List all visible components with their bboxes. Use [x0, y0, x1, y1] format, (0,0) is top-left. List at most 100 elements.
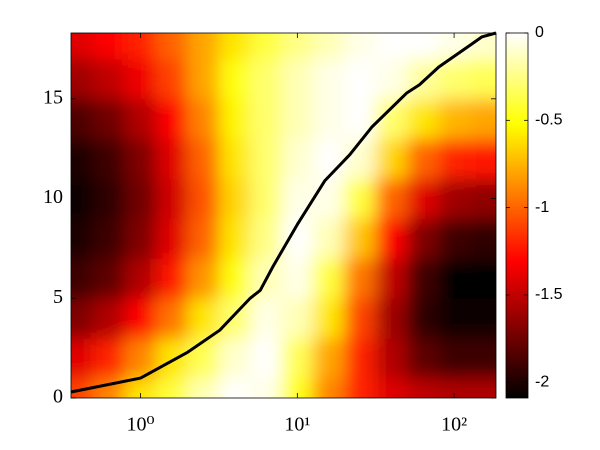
heatmap-cells	[71, 33, 496, 398]
heatmap-cell	[93, 138, 126, 180]
heatmap-cell	[156, 298, 189, 339]
heatmap-cell	[344, 298, 377, 339]
heatmap-cell	[156, 218, 189, 259]
heatmap-cell	[438, 58, 471, 100]
heatmap-cell	[93, 298, 126, 339]
y-tick-label: 5	[53, 286, 63, 308]
colorbar-tick-label: -0.5	[535, 112, 563, 129]
heatmap-cell	[250, 58, 283, 100]
heatmap-cell	[375, 33, 408, 60]
heatmap-area	[71, 33, 496, 398]
heatmap-cell	[469, 378, 496, 398]
heatmap-cell	[156, 258, 189, 299]
heatmap-cell	[218, 138, 251, 180]
heatmap-cell	[156, 338, 189, 379]
heatmap-cell	[93, 58, 126, 100]
heatmap-cell	[218, 338, 251, 379]
heatmap-cell	[344, 138, 377, 180]
heatmap-cell	[344, 58, 377, 100]
y-tick-label: 10	[43, 186, 63, 208]
heatmap-cell	[187, 218, 220, 259]
heatmap-cell	[281, 338, 314, 379]
heatmap-cell	[469, 98, 496, 140]
heatmap-cell	[93, 33, 126, 60]
heatmap-cell	[218, 378, 251, 398]
heatmap-cell	[438, 33, 471, 60]
heatmap-cell	[313, 58, 345, 100]
heatmap-cell	[438, 258, 471, 299]
heatmap-cell	[250, 178, 283, 219]
heatmap-cell	[375, 378, 408, 398]
heatmap-cell	[187, 378, 220, 398]
plot-frame	[70, 32, 497, 399]
heatmap-cell	[375, 58, 408, 100]
heatmap-cell	[281, 33, 314, 60]
heatmap-cell	[375, 138, 408, 180]
heatmap-cell	[93, 178, 126, 219]
heatmap-cell	[124, 218, 157, 259]
heatmap-cell	[313, 138, 345, 180]
heatmap-cell	[313, 218, 345, 259]
heatmap-cell	[218, 218, 251, 259]
heatmap-cell	[313, 98, 345, 140]
y-tick-label: 15	[43, 86, 63, 108]
colorbar-tick-label: -2	[535, 374, 549, 391]
heatmap-cell	[313, 378, 345, 398]
heatmap-cell	[71, 33, 95, 60]
heatmap-cell	[218, 178, 251, 219]
heatmap-cell	[407, 138, 439, 180]
heatmap-cell	[124, 258, 157, 299]
colorbar-tick-label: -1.5	[535, 286, 563, 303]
heatmap-cell	[124, 98, 157, 140]
heatmap-cell	[375, 338, 408, 379]
heatmap-cell	[344, 33, 377, 60]
heatmap-cell	[124, 138, 157, 180]
heatmap-cell	[187, 298, 220, 339]
heatmap-cell	[438, 178, 471, 219]
heatmap-cell	[250, 138, 283, 180]
heatmap-cell	[469, 338, 496, 379]
heatmap-cell	[313, 33, 345, 60]
heatmap-cell	[407, 378, 439, 398]
heatmap-cell	[250, 33, 283, 60]
heatmap-cell	[375, 218, 408, 259]
heatmap-cell	[438, 298, 471, 339]
heatmap-cell	[407, 218, 439, 259]
heatmap-cell	[344, 218, 377, 259]
heatmap-cell	[156, 378, 189, 398]
heatmap-cell	[407, 298, 439, 339]
heatmap-cell	[93, 378, 126, 398]
heatmap-cell	[250, 218, 283, 259]
heatmap-cell	[124, 58, 157, 100]
heatmap-cell	[250, 298, 283, 339]
heatmap-cell	[218, 33, 251, 60]
heatmap-cell	[187, 98, 220, 140]
heatmap-cell	[71, 138, 95, 180]
heatmap-cell	[344, 258, 377, 299]
heatmap-cell	[438, 218, 471, 259]
heatmap-cell	[438, 378, 471, 398]
x-tick-label: 10¹	[284, 414, 310, 436]
heatmap-cell	[375, 298, 408, 339]
heatmap-cell	[93, 338, 126, 379]
heatmap-cell	[187, 178, 220, 219]
heatmap-cell	[407, 98, 439, 140]
heatmap-cell	[218, 258, 251, 299]
heatmap-cell	[281, 138, 314, 180]
heatmap-cell	[313, 338, 345, 379]
heatmap-cell	[438, 98, 471, 140]
heatmap-cell	[344, 98, 377, 140]
x-tick-label: 10⁰	[127, 414, 155, 436]
heatmap-cell	[281, 258, 314, 299]
heatmap-cell	[469, 218, 496, 259]
heatmap-cell	[187, 138, 220, 180]
colorbar-tick-label: -1	[535, 199, 549, 216]
heatmap-cell	[187, 338, 220, 379]
heatmap-cell	[250, 98, 283, 140]
heatmap-cell	[71, 178, 95, 219]
heatmap-cell	[156, 138, 189, 180]
heatmap-cell	[124, 298, 157, 339]
heatmap-cell	[438, 138, 471, 180]
heatmap-cell	[281, 98, 314, 140]
